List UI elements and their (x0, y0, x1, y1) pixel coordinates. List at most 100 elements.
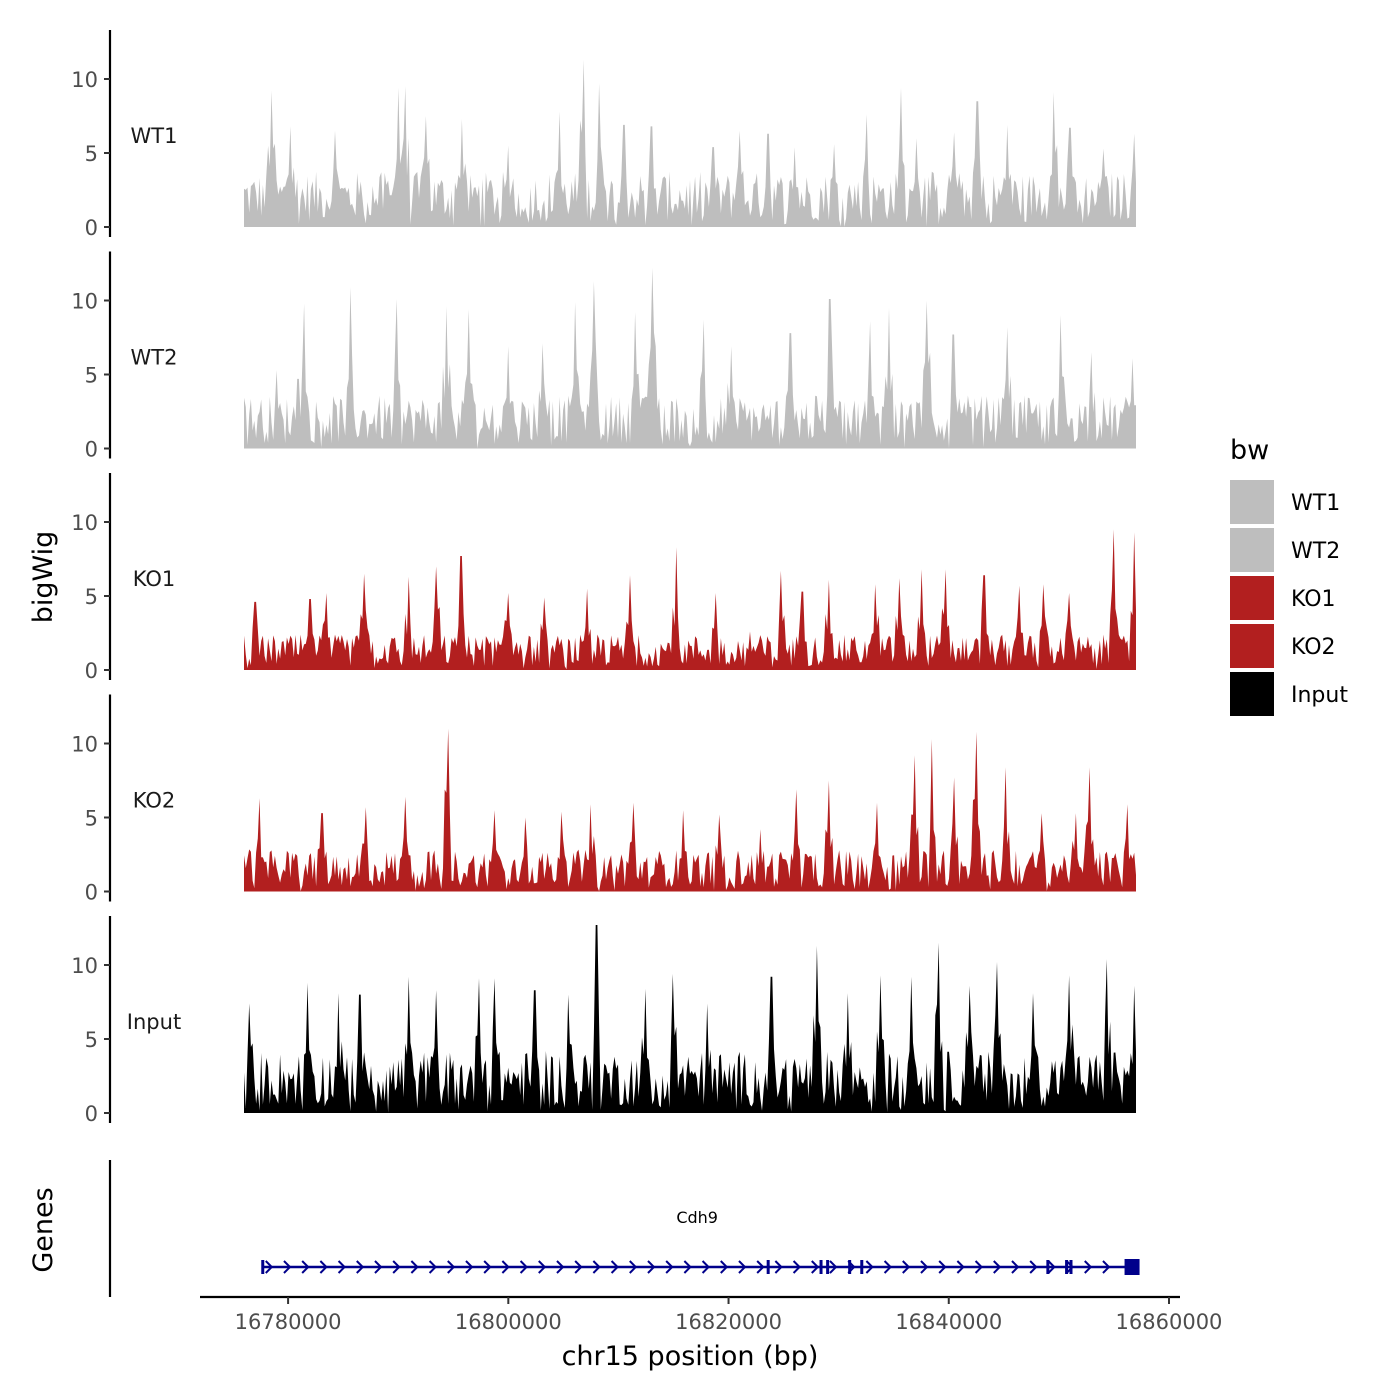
strand-arrow (629, 1260, 638, 1274)
strand-arrow (374, 1260, 383, 1274)
strand-arrow (1029, 1260, 1038, 1274)
x-tick-label: 16820000 (675, 1310, 782, 1334)
track-label-wt1: WT1 (131, 124, 178, 148)
track-wt1: 0 5 10 WT1 (71, 30, 1136, 240)
strand-arrow (265, 1260, 274, 1274)
x-axis-title: chr15 position (bp) (562, 1341, 819, 1372)
x-axis: 16780000 16800000 16820000 16840000 16860000 (200, 1295, 1223, 1334)
y-tick-label: 5 (85, 142, 98, 166)
y-axis-title: bigWig (28, 531, 59, 624)
y-tick-label: 0 (85, 1102, 98, 1126)
strand-arrow (683, 1260, 692, 1274)
strand-arrow (956, 1260, 965, 1274)
y-tick-label: 0 (85, 438, 98, 462)
track-ko2: 0 5 10 KO2 (71, 694, 1136, 905)
strand-arrow (337, 1260, 346, 1274)
strand-arrow (647, 1260, 656, 1274)
strand-arrow (392, 1260, 401, 1274)
track-label-input: Input (127, 1010, 181, 1034)
legend-key-ko2 (1230, 624, 1274, 668)
y-tick-label: 0 (85, 216, 98, 240)
strand-arrow (538, 1260, 547, 1274)
x-tick-label: 16860000 (1116, 1310, 1223, 1334)
legend-label-wt1: WT1 (1291, 491, 1340, 516)
legend-title: bw (1230, 435, 1269, 466)
strand-arrow (774, 1260, 783, 1274)
genes-track-title: Genes (28, 1187, 59, 1272)
terminal-exon (1124, 1259, 1140, 1275)
y-tick-label: 5 (85, 1028, 98, 1052)
strand-arrow (1084, 1260, 1093, 1274)
strand-arrow (902, 1260, 911, 1274)
y-tick-label: 0 (85, 881, 98, 905)
strand-arrow (738, 1260, 747, 1274)
exon (1065, 1260, 1069, 1274)
track-wt2: 0 5 10 WT2 (71, 251, 1136, 462)
strand-arrow (501, 1260, 510, 1274)
strand-arrow (592, 1260, 601, 1274)
exon (1046, 1260, 1050, 1274)
strand-arrow (465, 1260, 474, 1274)
strand-arrow (447, 1260, 456, 1274)
track-label-wt2: WT2 (131, 346, 178, 370)
track-label-ko2: KO2 (133, 789, 176, 813)
exon (261, 1260, 265, 1274)
legend-label-ko2: KO2 (1291, 635, 1336, 660)
coverage-area-wt1 (244, 59, 1136, 227)
x-tick-label: 16800000 (455, 1310, 562, 1334)
y-tick-label: 10 (71, 511, 98, 535)
strand-arrow (356, 1260, 365, 1274)
legend-key-ko1 (1230, 576, 1274, 620)
bigwig-tracks: 0 5 10 WT1 0 5 10 WT2 0 5 10 KO1 0 5 10 KO2 0 5 10 Input (71, 30, 1136, 1126)
coverage-area-input (244, 925, 1136, 1113)
track-ko1: 0 5 10 KO1 (71, 473, 1136, 683)
strand-arrow (974, 1260, 983, 1274)
exon (766, 1260, 770, 1274)
y-tick-label: 10 (71, 733, 98, 757)
strand-arrow (1047, 1260, 1056, 1274)
strand-arrow (720, 1260, 729, 1274)
strand-arrow (610, 1260, 619, 1274)
exon (826, 1260, 830, 1274)
strand-arrow (319, 1260, 328, 1274)
legend: bw WT1 WT2 KO1 KO2 Input (1230, 435, 1348, 716)
strand-arrow (829, 1260, 838, 1274)
y-tick-label: 5 (85, 364, 98, 388)
legend-label-wt2: WT2 (1291, 539, 1340, 564)
strand-arrow (665, 1260, 674, 1274)
strand-arrow (556, 1260, 565, 1274)
exon (860, 1260, 864, 1274)
strand-arrow (920, 1260, 929, 1274)
strand-arrow (811, 1260, 820, 1274)
strand-arrow (483, 1260, 492, 1274)
y-tick-label: 10 (71, 68, 98, 92)
genes-track: Cdh9 (108, 1160, 1140, 1297)
y-tick-label: 10 (71, 290, 98, 314)
gene-name-label: Cdh9 (676, 1208, 718, 1227)
track-input: 0 5 10 Input (71, 916, 1136, 1126)
y-tick-label: 5 (85, 807, 98, 831)
legend-key-wt2 (1230, 528, 1274, 572)
y-tick-label: 10 (71, 954, 98, 978)
strand-arrow (410, 1260, 419, 1274)
strand-arrow (701, 1260, 710, 1274)
legend-key-wt1 (1230, 480, 1274, 524)
strand-arrow (301, 1260, 310, 1274)
strand-arrow (574, 1260, 583, 1274)
strand-arrow (1011, 1260, 1020, 1274)
legend-key-input (1230, 672, 1274, 716)
coverage-area-ko2 (244, 728, 1136, 892)
strand-arrow (283, 1260, 292, 1274)
strand-arrow (938, 1260, 947, 1274)
strand-arrow (1102, 1260, 1111, 1274)
gene-cdh9: Cdh9 (261, 1208, 1140, 1275)
exon (1069, 1260, 1073, 1274)
strand-arrow (792, 1260, 801, 1274)
strand-arrow (756, 1260, 765, 1274)
strand-arrow (865, 1260, 874, 1274)
exon (848, 1260, 852, 1274)
x-tick-label: 16780000 (235, 1310, 342, 1334)
track-label-ko1: KO1 (133, 567, 176, 591)
legend-label-input: Input (1291, 683, 1348, 708)
